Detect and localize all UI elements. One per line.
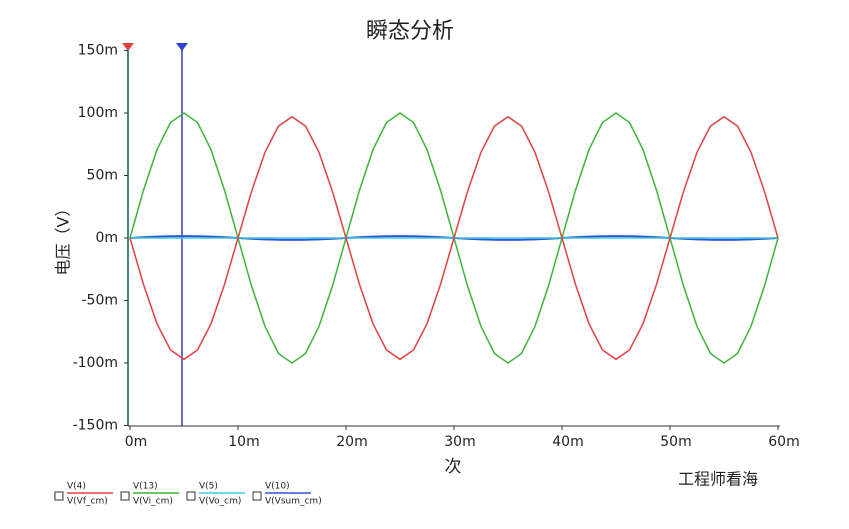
legend-label: V(Vf_cm): [67, 497, 108, 507]
legend-checkbox[interactable]: [54, 491, 64, 501]
x-tick-label: 20m: [336, 434, 367, 450]
x-axis-label: 次: [445, 457, 462, 477]
y-tick-label: 150m: [78, 43, 118, 59]
chart-title: 瞬态分析: [366, 19, 454, 44]
y-tick-label: -150m: [73, 418, 118, 434]
y-tick-label: -100m: [73, 355, 118, 371]
legend-label: V(Vo_cm): [199, 497, 241, 507]
legend-label: V(Vsum_cm): [265, 497, 322, 507]
y-tick-label: -50m: [81, 293, 118, 309]
cursor-handle[interactable]: [176, 43, 188, 51]
x-tick-label: 0m: [125, 434, 148, 450]
x-tick-label: 50m: [660, 434, 691, 450]
series-line: [129, 115, 779, 361]
x-tick-label: 10m: [228, 434, 259, 450]
y-tick-label: 0m: [95, 230, 118, 246]
legend-checkbox[interactable]: [186, 491, 196, 501]
cursor-handle[interactable]: [122, 43, 134, 51]
x-tick-label: 40m: [552, 434, 583, 450]
legend-probe: V(4): [67, 482, 86, 492]
x-tick-label: 60m: [768, 434, 799, 450]
legend-probe: V(10): [265, 482, 290, 492]
x-tick-label: 30m: [444, 434, 475, 450]
y-axis-label: 电压（V）: [54, 201, 73, 276]
legend-probe: V(13): [133, 482, 158, 492]
y-tick-label: 100m: [78, 105, 118, 121]
plot-area: [129, 112, 779, 364]
legend-label: V(Vi_cm): [133, 497, 173, 507]
y-tick-label: 50m: [87, 168, 118, 184]
legend-probe: V(5): [199, 482, 218, 492]
legend-checkbox[interactable]: [120, 491, 130, 501]
watermark: 工程师看海: [678, 470, 758, 489]
legend-checkbox[interactable]: [252, 491, 262, 501]
